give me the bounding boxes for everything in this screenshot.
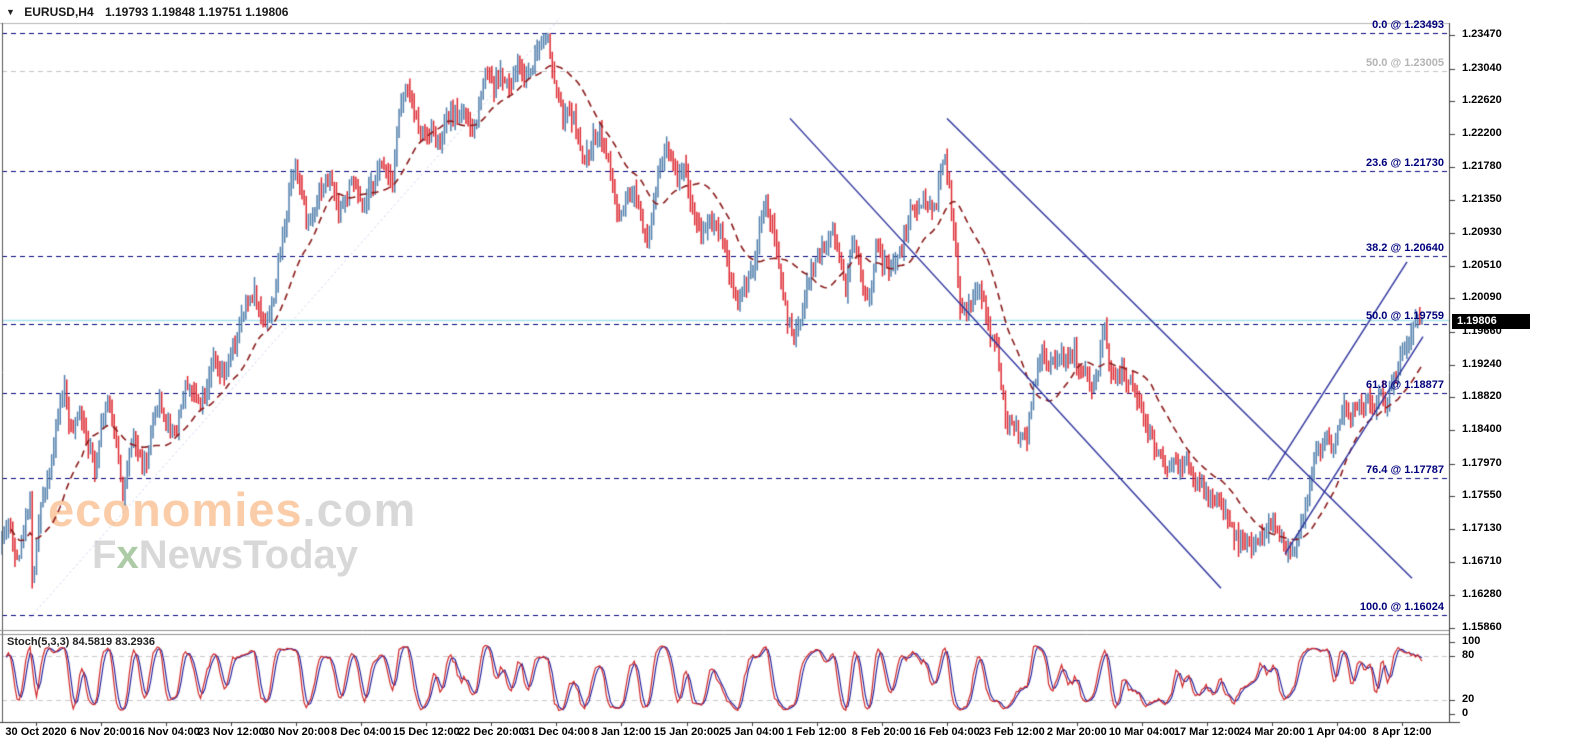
- time-axis-label: 6 Nov 20:00: [70, 726, 132, 738]
- price-axis-label: 1.18400: [1462, 423, 1502, 436]
- time-axis-label: 8 Feb 20:00: [851, 726, 912, 738]
- price-axis-label: 1.16710: [1462, 554, 1502, 567]
- time-axis-label: 30 Oct 2020: [5, 726, 67, 738]
- fib-level-label: 38.2 @ 1.20640: [1365, 241, 1444, 254]
- time-axis-label: 31 Dec 04:00: [523, 726, 590, 738]
- price-axis-label: 1.20930: [1462, 225, 1502, 238]
- time-axis-label: 2 Mar 20:00: [1046, 726, 1107, 738]
- price-axis-label: 1.17970: [1462, 456, 1502, 469]
- stoch-axis-label: 0: [1462, 707, 1469, 719]
- time-axis-label: 8 Apr 12:00: [1372, 726, 1432, 738]
- price-axis-label: 1.19240: [1462, 357, 1502, 370]
- fib-level-label: 50.0 @ 1.19759: [1365, 310, 1444, 323]
- fib-level-label: 100.0 @ 1.16024: [1359, 601, 1444, 614]
- time-axis-label: 30 Nov 20:00: [262, 726, 330, 738]
- price-axis-label: 1.23040: [1462, 61, 1502, 74]
- fib-level-label: 61.8 @ 1.18877: [1365, 378, 1444, 391]
- symbol-dropdown-icon[interactable]: ▼: [6, 7, 15, 17]
- time-axis-label: 1 Feb 12:00: [786, 726, 847, 738]
- time-axis-label: 16 Feb 04:00: [913, 726, 980, 738]
- price-axis-label: 1.18820: [1462, 390, 1502, 403]
- price-axis-label: 1.21350: [1462, 193, 1502, 206]
- time-axis-label: 8 Dec 04:00: [330, 726, 392, 738]
- price-axis-label: 1.22620: [1462, 94, 1502, 107]
- stoch-axis-label: 80: [1462, 649, 1475, 662]
- bid-price-tag: 1.19806: [1452, 313, 1530, 329]
- ohlc-values: 1.19793 1.19848 1.19751 1.19806: [104, 5, 289, 19]
- stochastic-indicator-label: Stoch(5,3,3) 84.5819 83.2936: [7, 636, 155, 648]
- price-axis-label: 1.17130: [1462, 522, 1502, 535]
- chart-title: ▼ EURUSD,H4 1.19793 1.19848 1.19751 1.19…: [6, 5, 288, 19]
- time-axis-label: 17 Mar 12:00: [1173, 726, 1240, 738]
- fib-level-label: 0.0 @ 1.23493: [1372, 19, 1444, 32]
- time-axis-label: 10 Mar 04:00: [1108, 726, 1175, 738]
- time-axis-label: 24 Mar 20:00: [1238, 726, 1305, 738]
- price-axis-label: 1.15860: [1462, 621, 1502, 633]
- price-axis-label: 1.22200: [1462, 126, 1502, 139]
- symbol-period-label: EURUSD,H4: [24, 5, 94, 19]
- price-axis-label: 1.20510: [1462, 258, 1502, 271]
- time-axis-label: 1 Apr 04:00: [1307, 726, 1367, 738]
- stoch-axis-label: 100: [1462, 635, 1481, 647]
- time-axis-label: 25 Jan 04:00: [718, 726, 785, 738]
- time-axis-label: 22 Dec 20:00: [458, 726, 525, 738]
- time-axis-label: 23 Feb 12:00: [978, 726, 1045, 738]
- time-axis-label: 16 Nov 04:00: [132, 726, 200, 738]
- price-axis-label: 1.23470: [1462, 28, 1502, 40]
- time-axis-label: 23 Nov 12:00: [197, 726, 265, 738]
- fib-level-label: 50.0 @ 1.23005: [1365, 57, 1444, 70]
- fib-level-label: 23.6 @ 1.21730: [1365, 156, 1444, 169]
- price-axis-label: 1.21780: [1462, 159, 1502, 172]
- time-axis-label: 15 Jan 20:00: [653, 726, 720, 738]
- stoch-axis-label: 20: [1462, 692, 1475, 705]
- fib-level-label: 76.4 @ 1.17787: [1365, 463, 1444, 476]
- price-axis-label: 1.16280: [1462, 588, 1502, 601]
- price-axis-label: 1.20090: [1462, 291, 1502, 304]
- time-axis-label: 15 Dec 12:00: [392, 726, 460, 738]
- time-axis-label: 8 Jan 12:00: [591, 726, 652, 738]
- price-axis-label: 1.17550: [1462, 489, 1502, 502]
